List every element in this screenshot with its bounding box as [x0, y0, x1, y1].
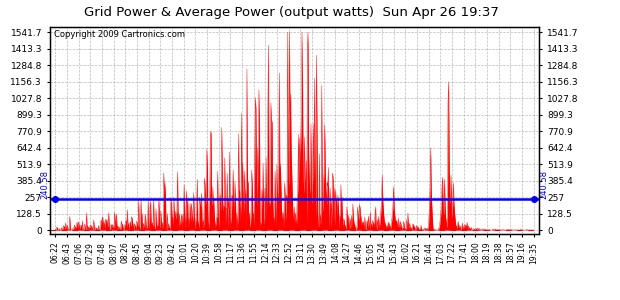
Text: 240.58: 240.58	[40, 170, 50, 199]
Text: Grid Power & Average Power (output watts)  Sun Apr 26 19:37: Grid Power & Average Power (output watts…	[84, 6, 499, 19]
Text: 240.58: 240.58	[539, 170, 549, 199]
Text: Copyright 2009 Cartronics.com: Copyright 2009 Cartronics.com	[55, 30, 185, 39]
